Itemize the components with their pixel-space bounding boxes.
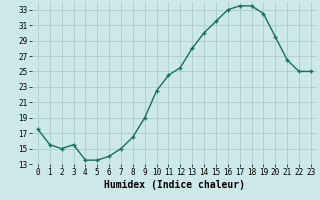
- X-axis label: Humidex (Indice chaleur): Humidex (Indice chaleur): [104, 180, 245, 190]
